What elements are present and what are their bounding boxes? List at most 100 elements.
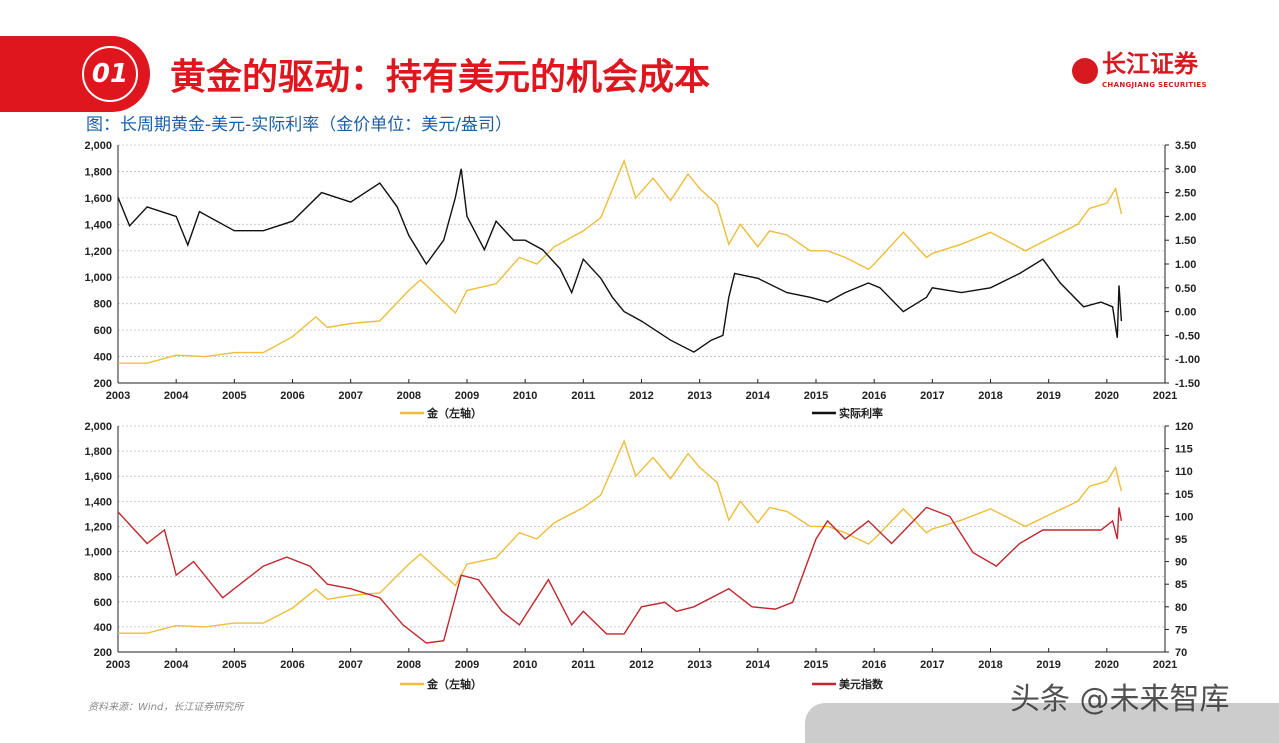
right-tick-label: 85 [1175,579,1187,591]
right-tick-label: 2.00 [1175,211,1196,223]
right-tick-label: -1.50 [1175,378,1200,390]
right-tick-label: 3.00 [1175,164,1196,176]
left-tick-label: 1,800 [84,446,112,458]
legend-label: 实际利率 [839,406,883,420]
x-tick-label: 2008 [397,659,421,671]
right-tick-label: -1.00 [1175,354,1200,366]
x-tick-label: 2010 [513,390,537,402]
left-tick-label: 1,200 [84,521,112,533]
x-tick-label: 2011 [571,390,595,402]
x-tick-label: 2019 [1036,659,1060,671]
x-tick-label: 2011 [571,659,595,671]
right-tick-label: 80 [1175,602,1187,614]
left-tick-label: 1,600 [84,471,112,483]
right-tick-label: 1.00 [1175,259,1196,271]
x-tick-label: 2017 [920,390,944,402]
x-tick-label: 2018 [978,659,1002,671]
left-tick-label: 400 [94,352,112,364]
right-tick-label: 95 [1175,534,1187,546]
watermark: 头条 @未来智库 [1010,682,1230,717]
x-tick-label: 2015 [804,390,828,402]
x-tick-label: 2009 [455,659,479,671]
x-tick-label: 2013 [687,659,711,671]
page-title: 黄金的驱动：持有美元的机会成本 [170,57,711,98]
x-tick-label: 2007 [338,390,362,402]
x-tick-label: 2003 [106,659,130,671]
series-line [117,168,1123,353]
x-tick-label: 2009 [455,390,479,402]
x-tick-label: 2016 [862,390,886,402]
x-tick-label: 2020 [1095,659,1119,671]
x-tick-label: 2005 [222,659,246,671]
x-tick-label: 2003 [106,390,130,402]
legend-label: 美元指数 [839,677,884,691]
left-tick-label: 600 [94,325,112,337]
right-tick-label: 105 [1175,489,1193,501]
left-tick-label: 600 [94,597,112,609]
left-tick-label: 800 [94,299,112,311]
x-tick-label: 2021 [1153,390,1177,402]
right-tick-label: 0.50 [1175,283,1196,295]
x-tick-label: 2015 [804,659,828,671]
section-number: 01 [82,46,138,102]
figure-caption: 图：长周期黄金-美元-实际利率（金价单位：美元/盎司） [86,115,512,135]
right-tick-label: -0.50 [1175,330,1200,342]
left-tick-label: 200 [94,378,112,390]
right-tick-label: 1.50 [1175,235,1196,247]
x-tick-label: 2008 [397,390,421,402]
left-tick-label: 1,800 [84,166,112,178]
source-note: 资料来源：Wind，长江证券研究所 [88,702,244,713]
x-tick-label: 2010 [513,659,537,671]
chart-1: 200 400 600 800 1,000 1,200 1,400 1,600 1,800 2,0… [84,140,1200,420]
chart-2: 200 400 600 800 1,000 1,200 1,400 1,600 1,800 2,0… [84,421,1193,691]
left-tick-label: 1,000 [84,272,112,284]
legend-label: 金（左轴） [426,677,482,691]
x-tick-label: 2013 [687,390,711,402]
right-tick-label: 110 [1175,466,1193,478]
x-tick-label: 2016 [862,659,886,671]
x-tick-label: 2006 [280,390,304,402]
left-tick-label: 400 [94,622,112,634]
x-tick-label: 2017 [920,659,944,671]
charts: 200 400 600 800 1,000 1,200 1,400 1,600 1,800 2,0… [84,140,1200,691]
logo-mark-icon [1072,58,1098,84]
right-tick-label: 3.50 [1175,140,1196,152]
left-tick-label: 1,400 [84,219,112,231]
logo-text-cn: 长江证券 [1102,50,1198,78]
right-tick-label: 120 [1175,421,1193,433]
left-tick-label: 1,600 [84,193,112,205]
series-line [117,506,1123,644]
left-tick-label: 800 [94,572,112,584]
x-tick-label: 2019 [1036,390,1060,402]
x-tick-label: 2021 [1153,659,1177,671]
right-tick-label: 0.00 [1175,307,1196,319]
x-tick-label: 2006 [280,659,304,671]
x-tick-label: 2018 [978,390,1002,402]
series-line [118,439,1123,634]
left-tick-label: 200 [94,647,112,659]
right-tick-label: 100 [1175,511,1193,523]
x-tick-label: 2012 [629,390,653,402]
left-tick-label: 2,000 [84,140,112,152]
x-tick-label: 2005 [222,390,246,402]
x-tick-label: 2004 [164,659,189,671]
series-line [118,158,1123,364]
right-tick-label: 2.50 [1175,188,1196,200]
x-tick-label: 2007 [338,659,362,671]
right-tick-label: 70 [1175,647,1187,659]
left-tick-label: 1,000 [84,547,112,559]
left-tick-label: 2,000 [84,421,112,433]
legend-label: 金（左轴） [426,406,482,420]
x-tick-label: 2004 [164,390,189,402]
x-tick-label: 2014 [746,659,771,671]
left-tick-label: 1,400 [84,496,112,508]
left-tick-label: 1,200 [84,246,112,258]
x-tick-label: 2012 [629,659,653,671]
logo-text-en: CHANGJIANG SECURITIES [1102,81,1207,89]
company-logo: 长江证券 CHANGJIANG SECURITIES [1068,50,1228,94]
right-tick-label: 75 [1175,624,1187,636]
x-tick-label: 2014 [746,390,771,402]
right-tick-label: 115 [1175,444,1193,456]
x-tick-label: 2020 [1095,390,1119,402]
right-tick-label: 90 [1175,557,1187,569]
